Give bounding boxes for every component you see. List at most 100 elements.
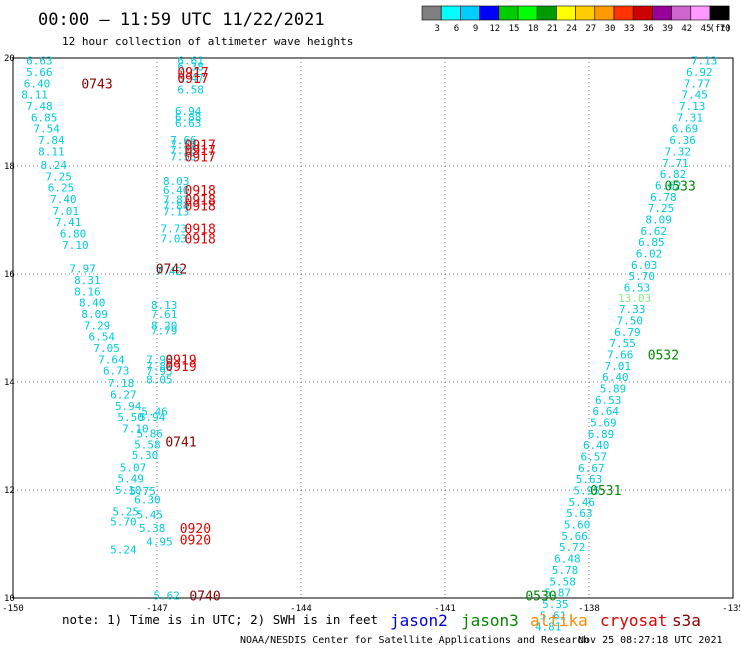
credit-text: NOAA/NESDIS Center for Satellite Applica… (240, 635, 589, 646)
swh-point: 13.03 (618, 292, 651, 305)
swh-point: 7.78 (170, 144, 197, 157)
time-label: 0917 (185, 138, 216, 153)
time-label: 0917 (185, 144, 216, 159)
swh-point: 6.62 (641, 225, 668, 238)
swh-point: 6.63 (175, 117, 202, 130)
swh-point: 5.89 (600, 382, 627, 395)
swh-point: 6.62 (655, 179, 682, 192)
swh-point: 5.07 (120, 461, 147, 474)
swh-point: 7.55 (170, 150, 197, 163)
swh-point: 5.66 (561, 530, 588, 543)
swh-point: 8.16 (74, 285, 101, 298)
time-label: 0917 (177, 66, 208, 81)
legend-swatch (479, 5, 500, 21)
swh-point: 8.05 (146, 373, 173, 386)
swh-point: 8.40 (79, 297, 106, 310)
y-tick-label: 14 (4, 378, 15, 388)
swh-point: 6.03 (631, 259, 658, 272)
swh-point: 7.13 (691, 55, 718, 68)
swh-point: 7.40 (50, 193, 77, 206)
swh-point: 7.84 (38, 134, 65, 147)
legend-label: 36 (643, 24, 654, 34)
swh-point: 6.57 (581, 451, 608, 464)
swh-point: 7.84 (163, 199, 190, 212)
swh-point: 7.95 (146, 365, 173, 378)
x-tick-label: -141 (434, 604, 456, 614)
legend-swatch (594, 5, 615, 21)
swh-point: 5.46 (141, 406, 168, 419)
time-label: 0918 (185, 184, 216, 199)
swh-point: 6.40 (602, 371, 629, 384)
legend-label: 70 (720, 24, 731, 34)
time-label: 0533 (665, 179, 696, 194)
swh-point: 5.24 (110, 543, 137, 556)
swh-point: 7.18 (108, 377, 135, 390)
time-label: 0918 (185, 193, 216, 208)
swh-point: 6.82 (660, 168, 687, 181)
swh-point: 7.48 (26, 100, 53, 113)
swh-point: 5.70 (629, 270, 656, 283)
legend-swatch (671, 5, 692, 21)
legend-swatch (652, 5, 672, 21)
swh-point: 5.66 (26, 66, 53, 79)
legend-unit: (ft) (710, 24, 732, 34)
swh-point: 5.86 (137, 427, 164, 440)
swh-point: 8.03 (163, 175, 190, 188)
swh-point: 7.13 (163, 205, 190, 218)
legend-label: 30 (605, 24, 616, 34)
swh-point: 5.25 (113, 506, 140, 519)
swh-point: 8.20 (151, 319, 178, 332)
swh-point: 6.53 (595, 394, 622, 407)
legend-label: 39 (662, 24, 673, 34)
legend-swatch (498, 5, 519, 21)
swh-point: 7.54 (33, 123, 60, 136)
swh-point: 7.64 (98, 353, 125, 366)
time-label: 0531 (590, 484, 621, 499)
swh-point: 7.77 (684, 77, 711, 90)
swh-point: 6.92 (686, 66, 713, 79)
swh-point: 8.13 (151, 299, 178, 312)
swh-point: 6.73 (103, 365, 130, 378)
note-text: note: 1) Time is in UTC; 2) SWH is in fe… (62, 612, 378, 627)
timestamp-text: Nov 25 08:27:18 UTC 2021 (578, 635, 723, 646)
legend-label: 21 (547, 24, 558, 34)
swh-point: 7.01 (605, 360, 632, 373)
swh-point: 6.27 (110, 388, 137, 401)
swh-point: 4.81 (535, 621, 562, 634)
time-label: 0918 (185, 223, 216, 238)
swh-point: 5.69 (590, 417, 617, 430)
swh-point: 8.31 (74, 274, 101, 287)
swh-point: 5.49 (117, 473, 144, 486)
time-label: 0919 (165, 353, 196, 368)
grid-lines (13, 58, 733, 598)
swh-point: 6.36 (669, 134, 696, 147)
swh-point: 6.78 (650, 191, 677, 204)
time-label: 0741 (165, 435, 196, 450)
axis-ticks: -150 -147 -144 -141 -138 -135 10 12 14 16 18 20 (2, 54, 740, 614)
swh-point: 6.38 (177, 61, 204, 74)
time-label: 0740 (189, 589, 220, 604)
swh-point: 7.79 (151, 325, 178, 338)
legend-swatch (517, 5, 538, 21)
swh-point: 6.61 (177, 55, 204, 68)
time-label: 0532 (648, 348, 679, 363)
swh-point: 5.10 (115, 484, 142, 497)
legend-label: 6 (454, 24, 459, 34)
swh-point: 5.45 (137, 508, 164, 521)
swh-point: 7.98 (146, 353, 173, 366)
swh-point: 6.85 (31, 111, 58, 124)
time-label: 0920 (180, 522, 211, 537)
time-label: 0917 (177, 72, 208, 87)
legend-swatch (575, 5, 596, 21)
mission-label-s3a: s3a (672, 611, 701, 630)
swh-point: 7.82 (163, 193, 190, 206)
legend-label: 9 (473, 24, 478, 34)
swh-point: 5.58 (134, 439, 161, 452)
legend-swatch (632, 5, 653, 21)
mission-label-jason3: jason3 (461, 611, 519, 630)
swh-point: 5.70 (110, 515, 137, 528)
legend-swatch (613, 5, 634, 21)
swh-point: 5.95 (573, 485, 600, 498)
swh-point: 4.95 (146, 535, 173, 548)
swh-point: 5.38 (139, 522, 166, 535)
